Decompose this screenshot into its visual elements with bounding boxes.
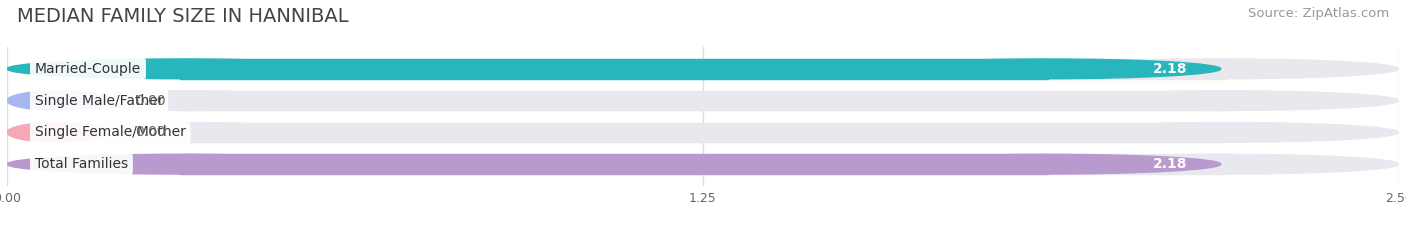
Text: MEDIAN FAMILY SIZE IN HANNIBAL: MEDIAN FAMILY SIZE IN HANNIBAL: [17, 7, 349, 26]
Bar: [180, 59, 1226, 79]
Ellipse shape: [876, 154, 1220, 174]
Text: 2.18: 2.18: [1153, 157, 1188, 171]
Ellipse shape: [7, 59, 353, 79]
Text: Single Male/Father: Single Male/Father: [35, 94, 163, 108]
Ellipse shape: [7, 91, 353, 110]
Ellipse shape: [7, 123, 107, 142]
Text: Single Female/Mother: Single Female/Mother: [35, 125, 186, 139]
Ellipse shape: [1053, 91, 1399, 110]
Text: Total Families: Total Families: [35, 157, 128, 171]
Bar: [180, 91, 1226, 110]
Text: 0.00: 0.00: [135, 94, 166, 108]
Text: Married-Couple: Married-Couple: [35, 62, 141, 76]
Bar: [180, 154, 1226, 174]
Ellipse shape: [1053, 154, 1399, 174]
Bar: [180, 59, 1049, 79]
Text: 0.00: 0.00: [135, 125, 166, 139]
Ellipse shape: [1053, 123, 1399, 142]
Ellipse shape: [876, 59, 1220, 79]
Text: 2.18: 2.18: [1153, 62, 1188, 76]
Text: Source: ZipAtlas.com: Source: ZipAtlas.com: [1249, 7, 1389, 20]
Ellipse shape: [7, 59, 353, 79]
Ellipse shape: [7, 123, 353, 142]
Ellipse shape: [7, 154, 353, 174]
Ellipse shape: [7, 91, 107, 110]
Ellipse shape: [7, 154, 353, 174]
Bar: [180, 154, 1049, 174]
Ellipse shape: [1053, 59, 1399, 79]
Bar: [180, 123, 1226, 142]
